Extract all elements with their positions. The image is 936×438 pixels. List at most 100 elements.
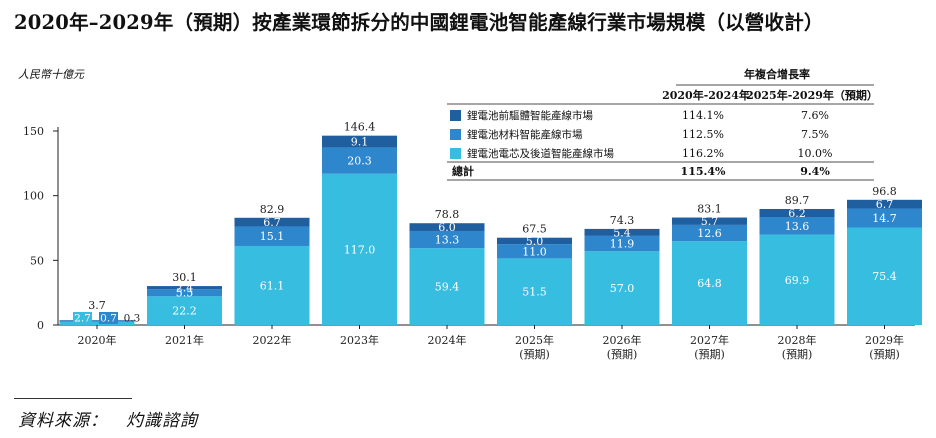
- x-tick-sublabel: (預期): [694, 348, 725, 361]
- x-tick-label: 2026年: [603, 333, 642, 347]
- bar-segment: [584, 228, 660, 236]
- unit-label: 人民幣十億元: [18, 68, 84, 81]
- chart-title: 2020年–2029年（預期）按產業環節拆分的中國鋰電池智能產線行業市場規模（以…: [14, 11, 824, 34]
- data-label: 15.1: [260, 230, 285, 243]
- data-label-box: [99, 312, 118, 324]
- bar-segment: [672, 224, 747, 242]
- bar-segment: [847, 199, 922, 209]
- legend-swatch: [450, 129, 461, 140]
- total-label: 78.8: [435, 208, 460, 221]
- data-label: 6.7: [263, 216, 281, 229]
- legend-label: 鋰電池電芯及後道智能產線市場: [467, 147, 614, 160]
- legend-label: 鋰電池材料智能產線市場: [467, 128, 583, 141]
- legend-header-col1: 2020年-2024年: [662, 88, 750, 102]
- bar-segment: [59, 321, 135, 325]
- y-tick-label: 50: [30, 254, 44, 267]
- data-label-box: [73, 312, 92, 324]
- bar-segment: [847, 227, 922, 325]
- total-label: 89.7: [785, 194, 810, 207]
- legend-cagr1: 114.1%: [682, 109, 724, 122]
- bar-segment: [847, 208, 922, 228]
- bar-segment: [234, 245, 310, 325]
- legend-total-cagr1: 115.4%: [681, 165, 726, 178]
- x-tick-label: 2027年: [690, 333, 729, 347]
- bar-segment: [409, 248, 485, 325]
- x-tick-label: 2025年: [515, 333, 554, 347]
- bar-segment: [497, 244, 572, 259]
- x-tick-label: 2022年: [253, 333, 292, 347]
- total-label: 96.8: [872, 185, 897, 198]
- bar-segment: [672, 217, 747, 225]
- bar-segment: [234, 217, 310, 227]
- x-tick-label: 2021年: [165, 333, 204, 347]
- data-label: 69.9: [785, 274, 810, 287]
- bar-segment: [759, 234, 835, 325]
- data-label: 117.0: [344, 243, 376, 256]
- y-tick-label: 0: [37, 319, 44, 332]
- data-label: 5.7: [701, 215, 719, 228]
- bar-segment: [147, 286, 222, 290]
- bar-segment: [409, 223, 485, 231]
- data-label: 5.5: [176, 287, 194, 300]
- data-label: 2.4: [176, 282, 194, 295]
- data-label: 61.1: [260, 279, 285, 292]
- x-tick-label: 2028年: [778, 333, 817, 347]
- bar-segment: [497, 237, 572, 245]
- data-label: 13.6: [785, 220, 810, 233]
- x-tick-label: 2029年: [865, 333, 904, 347]
- x-tick-label: 2024年: [428, 333, 467, 347]
- legend-swatch: [450, 110, 461, 121]
- bar-segment: [59, 320, 135, 322]
- data-label: 75.4: [872, 270, 897, 283]
- bar-segment: [322, 173, 397, 325]
- bar-segment: [497, 258, 572, 325]
- legend-total-label: 總計: [452, 164, 474, 178]
- data-label: 11.0: [522, 245, 547, 258]
- legend-total-cagr2: 9.4%: [800, 165, 830, 178]
- source-note: 資料來源： 灼識諮詢: [18, 411, 198, 431]
- source-divider: [14, 398, 132, 399]
- legend-cagr1: 116.2%: [682, 147, 724, 160]
- data-label: 20.3: [347, 155, 372, 168]
- total-label: 82.9: [260, 203, 285, 216]
- data-label: 2.7: [74, 313, 91, 325]
- bar-segment: [584, 251, 660, 325]
- legend-cagr2: 10.0%: [798, 147, 833, 160]
- legend-header-title: 年複合增長率: [744, 67, 810, 81]
- legend-label: 鋰電池前驅體智能產線市場: [467, 109, 593, 122]
- x-tick-sublabel: (預期): [782, 348, 813, 361]
- data-label: 6.2: [788, 207, 806, 220]
- data-label: 57.0: [610, 282, 635, 295]
- data-label: 13.3: [435, 234, 460, 247]
- bar-segment: [759, 208, 835, 218]
- bar-segment: [234, 226, 310, 246]
- bar-segment: [584, 235, 660, 252]
- data-label: 5.0: [526, 235, 544, 248]
- total-label: 3.7: [88, 299, 106, 312]
- legend-cagr1: 112.5%: [682, 128, 724, 141]
- data-label: 11.9: [610, 238, 635, 251]
- bar-segment: [409, 230, 485, 249]
- data-label: 9.1: [351, 136, 369, 149]
- bar-segment: [759, 217, 835, 235]
- legend-cagr2: 7.5%: [801, 128, 829, 141]
- bar-segment: [147, 289, 222, 297]
- y-tick-label: 100: [23, 190, 44, 203]
- total-label: 83.1: [697, 203, 722, 216]
- total-label: 30.1: [172, 271, 197, 284]
- data-label: 22.2: [172, 305, 197, 318]
- data-label: 12.6: [697, 227, 722, 240]
- legend-swatch: [450, 148, 461, 159]
- total-label: 146.4: [344, 121, 376, 134]
- data-label: 59.4: [435, 281, 460, 294]
- bar-segment: [147, 296, 222, 325]
- x-tick-sublabel: (預期): [869, 348, 900, 361]
- y-tick-label: 150: [23, 125, 44, 138]
- bar-segment: [59, 320, 135, 321]
- x-tick-sublabel: (預期): [607, 348, 638, 361]
- data-label: 0.3: [124, 313, 141, 325]
- bar-segment: [322, 147, 397, 174]
- legend-header-col2: 2025年-2029年（預期）: [746, 88, 878, 102]
- x-tick-label: 2020年: [78, 333, 117, 347]
